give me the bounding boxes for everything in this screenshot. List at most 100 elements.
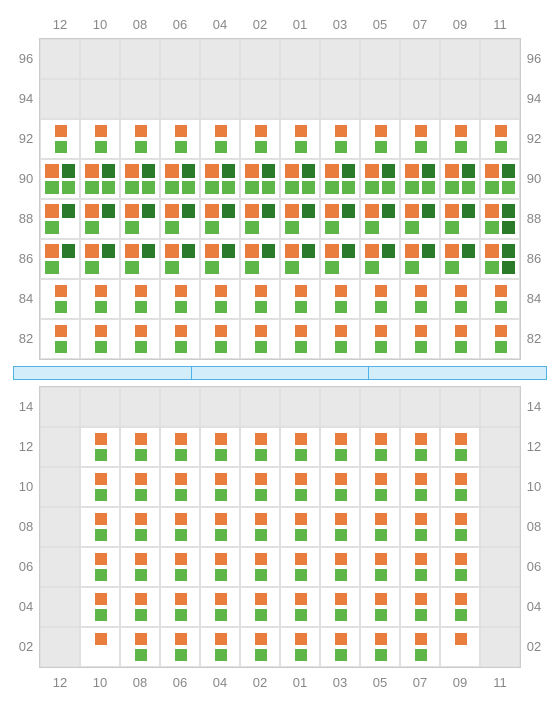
grid-cell[interactable] (120, 627, 160, 667)
grid-cell[interactable] (160, 119, 200, 159)
grid-cell[interactable] (280, 507, 320, 547)
grid-cell[interactable] (320, 387, 360, 427)
grid-cell[interactable] (400, 79, 440, 119)
grid-cell[interactable] (480, 547, 520, 587)
grid-cell[interactable] (240, 239, 280, 279)
grid-cell[interactable] (80, 79, 120, 119)
grid-cell[interactable] (120, 547, 160, 587)
grid-cell[interactable] (440, 587, 480, 627)
grid-cell[interactable] (400, 159, 440, 199)
grid-cell[interactable] (400, 199, 440, 239)
grid-cell[interactable] (360, 387, 400, 427)
grid-cell[interactable] (320, 199, 360, 239)
grid-cell[interactable] (160, 387, 200, 427)
grid-cell[interactable] (160, 427, 200, 467)
grid-cell[interactable] (80, 119, 120, 159)
grid-cell[interactable] (480, 239, 520, 279)
grid-cell[interactable] (80, 279, 120, 319)
grid-cell[interactable] (440, 159, 480, 199)
grid-cell[interactable] (280, 279, 320, 319)
grid-cell[interactable] (280, 239, 320, 279)
grid-cell[interactable] (240, 279, 280, 319)
grid-cell[interactable] (240, 547, 280, 587)
grid-cell[interactable] (80, 239, 120, 279)
grid-cell[interactable] (160, 627, 200, 667)
grid-cell[interactable] (480, 467, 520, 507)
grid-cell[interactable] (160, 587, 200, 627)
grid-cell[interactable] (360, 159, 400, 199)
grid-cell[interactable] (480, 79, 520, 119)
grid-cell[interactable] (440, 547, 480, 587)
grid-cell[interactable] (320, 547, 360, 587)
grid-cell[interactable] (40, 627, 80, 667)
grid-cell[interactable] (400, 627, 440, 667)
grid-cell[interactable] (320, 507, 360, 547)
grid-cell[interactable] (360, 427, 400, 467)
grid-cell[interactable] (120, 387, 160, 427)
grid-cell[interactable] (360, 319, 400, 359)
grid-cell[interactable] (200, 387, 240, 427)
grid-cell[interactable] (160, 159, 200, 199)
grid-cell[interactable] (240, 39, 280, 79)
grid-cell[interactable] (240, 627, 280, 667)
grid-cell[interactable] (80, 159, 120, 199)
grid-cell[interactable] (200, 159, 240, 199)
grid-cell[interactable] (160, 199, 200, 239)
grid-cell[interactable] (480, 587, 520, 627)
grid-cell[interactable] (240, 387, 280, 427)
grid-cell[interactable] (160, 547, 200, 587)
grid-cell[interactable] (240, 159, 280, 199)
grid-cell[interactable] (280, 627, 320, 667)
grid-cell[interactable] (120, 319, 160, 359)
grid-cell[interactable] (280, 199, 320, 239)
grid-cell[interactable] (360, 507, 400, 547)
grid-cell[interactable] (120, 199, 160, 239)
grid-cell[interactable] (280, 319, 320, 359)
grid-cell[interactable] (200, 427, 240, 467)
grid-cell[interactable] (200, 467, 240, 507)
grid-cell[interactable] (40, 507, 80, 547)
grid-cell[interactable] (400, 507, 440, 547)
grid-cell[interactable] (120, 79, 160, 119)
grid-cell[interactable] (120, 467, 160, 507)
grid-cell[interactable] (400, 39, 440, 79)
grid-cell[interactable] (200, 507, 240, 547)
grid-cell[interactable] (200, 627, 240, 667)
grid-cell[interactable] (200, 119, 240, 159)
grid-cell[interactable] (160, 79, 200, 119)
grid-cell[interactable] (40, 159, 80, 199)
grid-cell[interactable] (120, 39, 160, 79)
grid-cell[interactable] (40, 467, 80, 507)
grid-cell[interactable] (200, 199, 240, 239)
grid-cell[interactable] (440, 319, 480, 359)
grid-cell[interactable] (80, 39, 120, 79)
grid-cell[interactable] (400, 467, 440, 507)
grid-cell[interactable] (400, 547, 440, 587)
grid-cell[interactable] (40, 199, 80, 239)
grid-cell[interactable] (280, 387, 320, 427)
grid-cell[interactable] (320, 119, 360, 159)
grid-cell[interactable] (400, 427, 440, 467)
grid-cell[interactable] (360, 587, 400, 627)
grid-cell[interactable] (240, 507, 280, 547)
grid-cell[interactable] (160, 467, 200, 507)
grid-cell[interactable] (80, 427, 120, 467)
grid-cell[interactable] (120, 507, 160, 547)
grid-cell[interactable] (40, 387, 80, 427)
grid-cell[interactable] (320, 239, 360, 279)
grid-cell[interactable] (200, 39, 240, 79)
grid-cell[interactable] (440, 79, 480, 119)
grid-cell[interactable] (120, 279, 160, 319)
grid-cell[interactable] (320, 427, 360, 467)
grid-cell[interactable] (360, 467, 400, 507)
grid-cell[interactable] (280, 547, 320, 587)
grid-cell[interactable] (80, 507, 120, 547)
grid-cell[interactable] (120, 119, 160, 159)
grid-cell[interactable] (400, 279, 440, 319)
grid-cell[interactable] (40, 119, 80, 159)
grid-cell[interactable] (360, 199, 400, 239)
grid-cell[interactable] (160, 279, 200, 319)
grid-cell[interactable] (320, 627, 360, 667)
grid-cell[interactable] (440, 39, 480, 79)
grid-cell[interactable] (240, 587, 280, 627)
